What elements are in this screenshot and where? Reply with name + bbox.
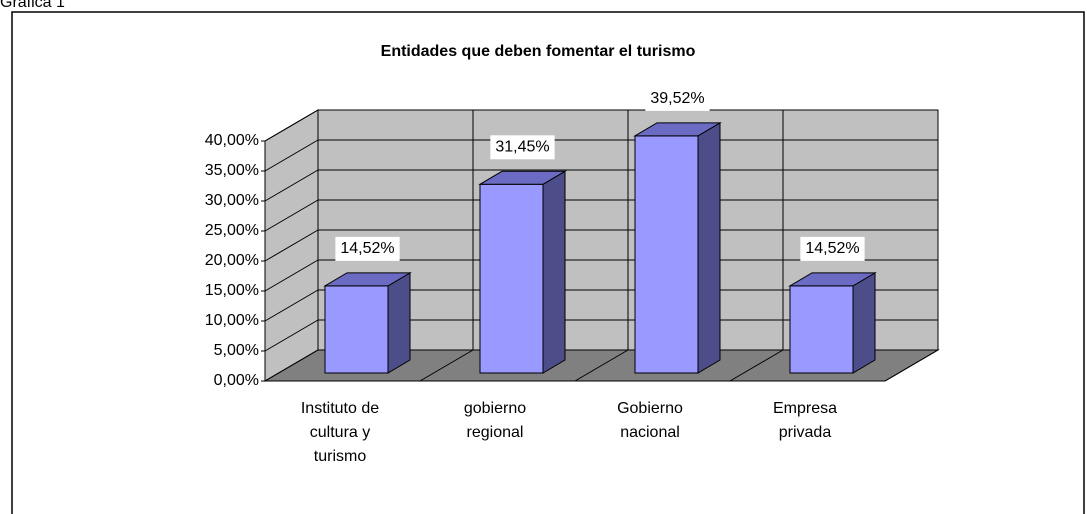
grid-line [264, 289, 319, 322]
floor-divider [884, 349, 939, 382]
chart-title: Entidades que deben fomentar el turismo [381, 43, 696, 60]
y-tick-label: 10,00% [205, 312, 259, 329]
bar-side [387, 272, 411, 374]
floor-divider [574, 349, 629, 382]
y-tick-label: 35,00% [205, 162, 259, 179]
bar-side [852, 272, 876, 374]
value-label: 14,52% [805, 240, 859, 257]
y-tick-label: 30,00% [205, 192, 259, 209]
bar-side [697, 122, 721, 374]
x-tick-label: Instituto de cultura y turismo [301, 400, 379, 465]
page-heading: Gráfica 1 [0, 0, 65, 11]
y-tick-label: 5,00% [214, 342, 259, 359]
y-tick-label: 0,00% [214, 372, 259, 389]
grid-line [264, 199, 319, 232]
bar-top [633, 122, 722, 137]
x-tick-label: Empresa privada [773, 400, 837, 441]
y-tick-label: 25,00% [205, 222, 259, 239]
y-tick-label: 20,00% [205, 252, 259, 269]
y-tick-label: 15,00% [205, 282, 259, 299]
bar-front [479, 183, 544, 374]
bar-front [789, 285, 854, 374]
bar-top [788, 272, 877, 287]
value-label-bg [645, 86, 710, 111]
value-label: 14,52% [340, 240, 394, 257]
floor-divider [729, 349, 784, 382]
x-tick-label: Gobierno nacional [617, 400, 683, 441]
grid-line [264, 349, 319, 382]
x-tick-label: gobierno regional [464, 400, 526, 441]
bar-side [542, 170, 566, 374]
chart-frame [11, 11, 1085, 514]
bar-top [323, 272, 412, 287]
grid-line [264, 139, 319, 172]
grid-line [264, 259, 319, 292]
value-label-bg [335, 236, 400, 261]
value-label-bg [490, 135, 555, 160]
grid-line [264, 109, 319, 142]
bar-front [324, 285, 389, 374]
grid-line [264, 229, 319, 262]
floor-divider [419, 349, 474, 382]
value-label: 39,52% [650, 90, 704, 107]
bar-top [478, 170, 567, 185]
grid-line [264, 319, 319, 352]
y-tick-label: 40,00% [205, 132, 259, 149]
value-label: 31,45% [495, 139, 549, 156]
value-label-bg [800, 236, 865, 261]
grid-line [264, 169, 319, 202]
bar-front [634, 135, 699, 374]
